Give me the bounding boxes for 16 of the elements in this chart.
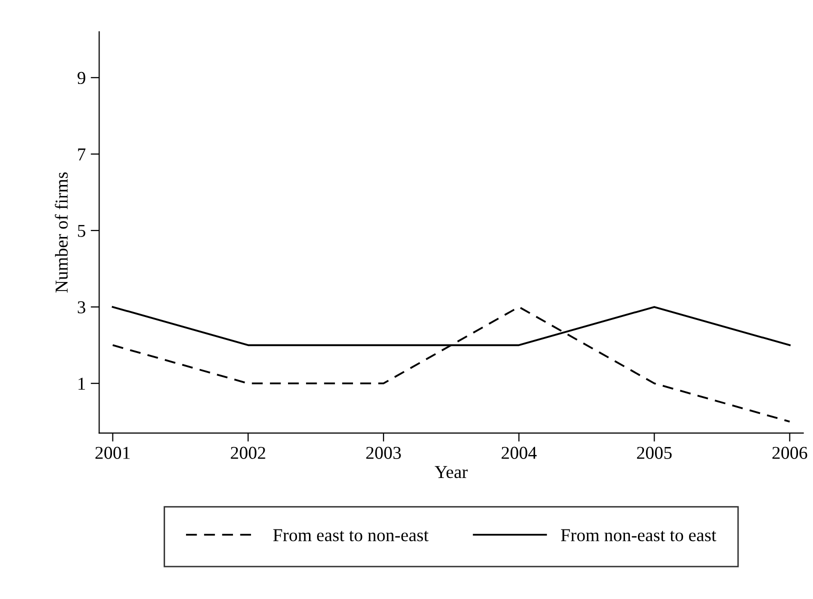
x-tick-label: 2003 [366,446,401,459]
y-axis-title: Number of firms [54,172,68,293]
y-tick-label: 1 [78,378,85,390]
legend-label: From east to non-east [273,529,429,542]
line-series [112,306,791,423]
x-tick-label: 2006 [772,446,808,459]
x-axis-title: Year [434,466,468,478]
x-tick-label: 2001 [95,446,130,459]
y-tick-label: 3 [78,301,86,314]
x-tick-label: 2004 [502,446,537,459]
y-tick-label: 9 [78,72,86,84]
legend-label: From non-east to east [560,529,716,542]
y-tick-label: 7 [78,148,86,160]
x-tick-label: 2002 [230,446,266,459]
x-tick-label: 2005 [637,446,672,459]
y-tick-label: 5 [78,224,86,237]
